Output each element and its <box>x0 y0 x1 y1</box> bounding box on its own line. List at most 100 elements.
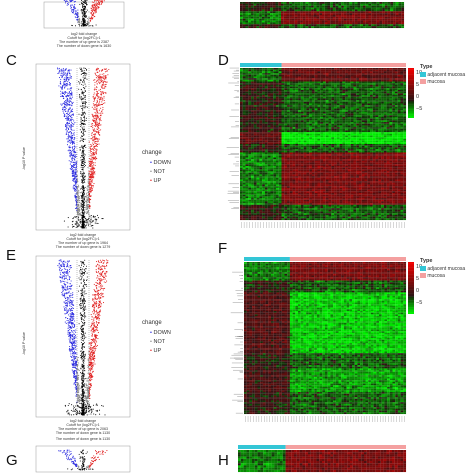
data-point <box>79 78 81 80</box>
data-point <box>72 12 74 14</box>
heatmap-cell <box>347 84 351 87</box>
data-point <box>69 120 71 122</box>
heatmap-cell <box>283 26 287 29</box>
data-point <box>60 93 62 95</box>
heatmap-cell <box>283 2 287 4</box>
data-point <box>62 75 64 77</box>
heatmap-cell <box>378 69 382 72</box>
data-point <box>94 218 96 220</box>
heatmap-cell <box>352 22 355 25</box>
heatmap-cell <box>323 83 326 85</box>
data-point <box>66 126 68 128</box>
data-point <box>68 118 70 120</box>
heatmap-cell <box>325 103 329 106</box>
data-point <box>94 121 96 123</box>
heatmap-cell <box>327 9 331 12</box>
heatmap-cell <box>242 103 246 106</box>
data-point <box>83 80 85 82</box>
data-point <box>69 153 71 155</box>
heatmap-cell <box>278 89 282 92</box>
heatmap-cell <box>259 93 263 96</box>
data-point <box>81 186 83 188</box>
heatmap-cell <box>278 93 282 96</box>
data-point <box>97 217 99 219</box>
data-point <box>76 14 78 16</box>
heatmap-cell <box>386 78 390 80</box>
heatmap-cell <box>316 3 320 6</box>
heatmap-cell <box>261 16 265 19</box>
heatmap-cell <box>358 71 362 74</box>
heatmap-cell <box>267 16 271 19</box>
heatmap-cell <box>303 84 307 87</box>
heatmap-cell <box>365 20 369 23</box>
heatmap-cell <box>251 79 254 82</box>
heatmap-cell <box>311 22 314 25</box>
data-point <box>94 107 96 109</box>
heatmap-cell <box>353 96 357 99</box>
heatmap-cell <box>328 73 332 75</box>
data-point <box>91 158 93 160</box>
heatmap-cell <box>347 103 351 106</box>
data-point <box>70 87 72 89</box>
data-point <box>92 9 94 11</box>
heatmap-cell <box>289 11 292 14</box>
data-point <box>73 170 75 172</box>
data-point <box>81 187 82 189</box>
data-point <box>85 201 87 203</box>
heatmap-cell <box>376 18 380 21</box>
data-point <box>79 197 81 199</box>
heatmap-cell <box>392 81 395 84</box>
heatmap-cell <box>273 105 277 107</box>
heatmap-cell <box>389 81 393 84</box>
heatmap-cell <box>291 15 295 17</box>
heatmap-cell <box>289 69 293 72</box>
heatmap-cell <box>331 88 335 91</box>
data-point <box>66 73 68 75</box>
data-point <box>75 200 77 203</box>
heatmap-cell <box>394 81 398 84</box>
heatmap-cell <box>248 16 251 19</box>
heatmap-cell <box>372 81 376 84</box>
data-point <box>75 153 77 155</box>
data-point <box>90 164 92 166</box>
heatmap-cell <box>294 20 298 23</box>
heatmap-cell <box>292 76 296 79</box>
data-point <box>88 170 90 172</box>
heatmap-cell <box>322 24 325 27</box>
heatmap-cell <box>356 71 360 74</box>
heatmap-cell <box>284 89 288 92</box>
heatmap-cell <box>320 93 324 96</box>
heatmap-cell <box>381 78 384 80</box>
data-point <box>83 18 85 20</box>
heatmap-cell <box>390 13 394 16</box>
heatmap-cell <box>368 22 372 25</box>
heatmap-cell <box>338 24 342 27</box>
heatmap-cell <box>334 78 337 80</box>
heatmap-cell <box>383 69 387 72</box>
data-point <box>96 94 98 96</box>
heatmap-cell <box>317 83 321 85</box>
heatmap-cell <box>332 2 336 4</box>
heatmap-cell <box>281 69 285 72</box>
heatmap-cell <box>352 2 355 4</box>
heatmap-cell <box>287 88 290 91</box>
data-point <box>83 113 85 114</box>
heatmap-cell <box>367 95 371 97</box>
heatmap-cell <box>368 2 372 4</box>
heatmap-cell <box>371 22 374 25</box>
heatmap-cell <box>386 103 390 106</box>
heatmap-cell <box>302 20 306 23</box>
data-point <box>78 219 80 221</box>
data-point <box>93 158 95 160</box>
data-point <box>89 171 91 173</box>
data-point <box>68 149 70 151</box>
heatmap-cell <box>389 89 393 92</box>
heatmap-cell <box>270 9 273 12</box>
data-point <box>77 207 79 209</box>
heatmap-cell <box>349 2 353 4</box>
heatmap-cell <box>325 106 329 109</box>
heatmap-cell <box>267 18 271 21</box>
heatmap-cell <box>379 2 383 4</box>
data-point <box>66 122 68 124</box>
data-point <box>96 83 98 85</box>
